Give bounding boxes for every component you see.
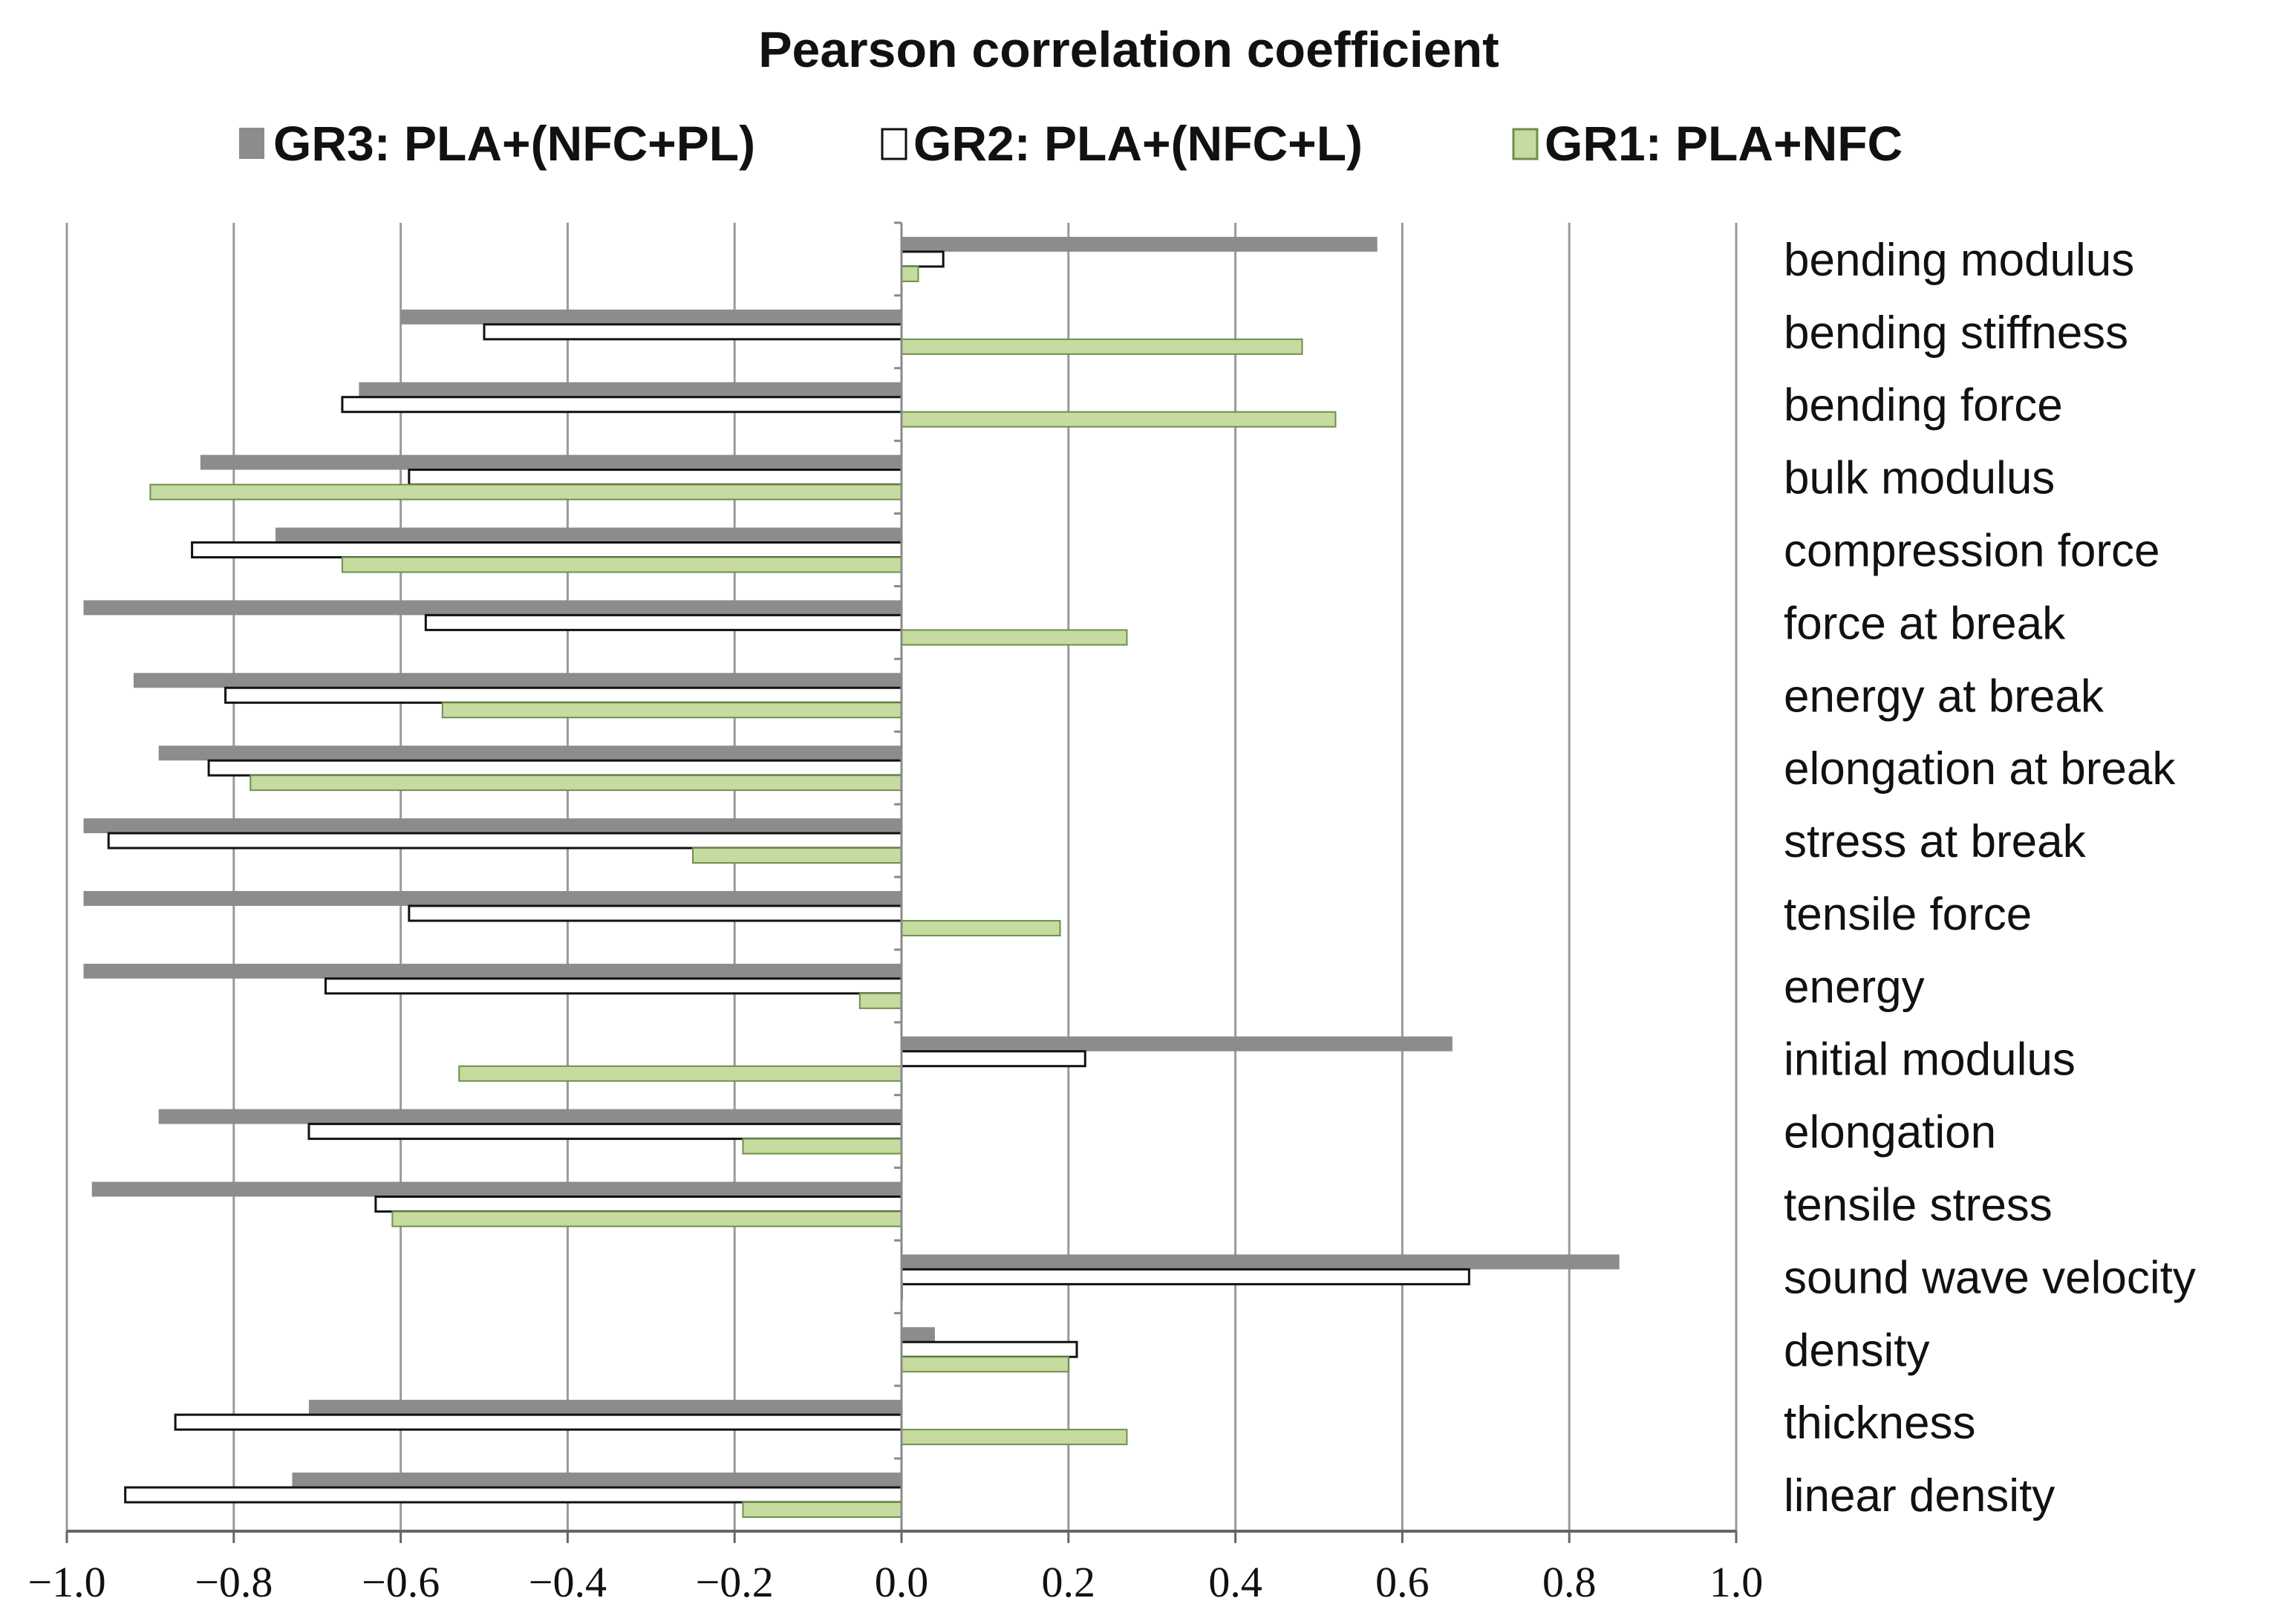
chart-title: Pearson correlation coefficient [758, 22, 1499, 78]
category-label: bending force [1784, 380, 2063, 431]
bar-gr1-tensile-stress [391, 1210, 902, 1227]
x-tick-label: −0.4 [529, 1558, 607, 1606]
bar-gr3-force-at-break [83, 600, 902, 616]
legend: GR3: PLA+(NFC+PL) GR2: PLA+(NFC+L) GR1: … [239, 116, 1903, 171]
category-label: energy [1784, 962, 1925, 1013]
category-label: stress at break [1784, 816, 2087, 867]
legend-item-gr3: GR3: PLA+(NFC+PL) [239, 116, 755, 171]
x-axis: −1.0 −0.8 −0.6 −0.4 −0.2 0.0 0.2 0.4 0.6 0.8 1.0 [27, 221, 1764, 1606]
bar-gr3-bulk-modulus [200, 454, 902, 470]
bar-gr2-force-at-break [424, 613, 903, 631]
bar-gr2-density [900, 1340, 1078, 1358]
category-label: compression force [1784, 526, 2160, 577]
legend-item-gr2: GR2: PLA+(NFC+L) [881, 116, 1363, 171]
bar-gr3-energy-at-break [133, 673, 902, 688]
x-tick-label: 0.8 [1542, 1558, 1597, 1606]
x-tick-label: 0.4 [1208, 1558, 1262, 1606]
legend-swatch-gr1 [1512, 128, 1539, 160]
legend-label-gr3: GR3: PLA+(NFC+PL) [273, 116, 755, 171]
legend-swatch-gr3 [239, 128, 264, 159]
bar-gr3-elongation [158, 1109, 902, 1124]
bar-gr1-linear-density [742, 1501, 902, 1519]
bar-gr1-bending-modulus [901, 265, 919, 282]
bar-gr2-initial-modulus [900, 1050, 1086, 1068]
x-tick-label: −0.6 [362, 1558, 440, 1606]
category-label: elongation [1784, 1107, 1996, 1158]
bar-gr1-elongation-at-break [250, 775, 902, 792]
bars [83, 236, 1620, 1519]
bar-gr3-linear-density [292, 1473, 902, 1488]
legend-label-gr1: GR1: PLA+NFC [1545, 116, 1903, 171]
bar-gr1-thickness [901, 1429, 1128, 1446]
category-label: elongation at break [1784, 743, 2176, 795]
bar-gr3-stress-at-break [83, 818, 902, 834]
category-labels: bending modulus bending stiffness bending … [1784, 235, 2196, 1522]
category-label: initial modulus [1784, 1034, 2076, 1086]
bar-gr2-bending-force [341, 396, 903, 414]
grid-lines [65, 223, 1738, 1531]
bar-gr1-bending-stiffness [901, 338, 1303, 355]
x-tick-label: −1.0 [27, 1558, 105, 1606]
category-label: tensile force [1784, 889, 2032, 940]
bar-gr2-bulk-modulus [408, 469, 903, 486]
bar-gr2-sound-wave-velocity [900, 1268, 1470, 1285]
bar-gr2-compression-force [191, 541, 903, 558]
x-tick-label: −0.8 [195, 1558, 273, 1606]
bar-gr2-energy-at-break [224, 686, 903, 704]
bar-gr2-elongation-at-break [207, 759, 903, 777]
bar-gr1-density [901, 1356, 1069, 1373]
bar-gr1-energy-at-break [441, 702, 902, 719]
bar-gr3-thickness [308, 1400, 902, 1415]
legend-item-gr1: GR1: PLA+NFC [1512, 116, 1903, 171]
bar-gr1-elongation [742, 1138, 902, 1155]
bar-gr1-stress-at-break [692, 847, 902, 864]
bar-gr2-thickness [174, 1413, 903, 1431]
bar-gr2-bending-modulus [900, 250, 945, 268]
bar-gr2-elongation [307, 1123, 903, 1141]
bar-gr1-bulk-modulus [149, 483, 902, 500]
category-label: bending stiffness [1784, 307, 2128, 359]
bar-gr3-bending-modulus [902, 236, 1378, 252]
bar-gr3-tensile-stress [91, 1181, 902, 1197]
bar-gr1-tensile-force [901, 919, 1061, 936]
bar-gr1-force-at-break [901, 629, 1128, 646]
bar-gr2-bending-stiffness [483, 323, 903, 341]
x-tick-label: 0.2 [1042, 1558, 1096, 1606]
bar-gr3-density [902, 1327, 935, 1343]
category-label: density [1784, 1325, 1929, 1376]
category-label: bending modulus [1784, 235, 2134, 286]
bar-gr1-energy [858, 992, 903, 1009]
bar-gr1-bending-force [901, 411, 1337, 428]
bar-gr3-energy [83, 963, 902, 979]
legend-label-gr2: GR2: PLA+(NFC+L) [913, 116, 1363, 171]
legend-swatch-gr2 [881, 128, 907, 160]
x-tick-label: −0.2 [696, 1558, 774, 1606]
bar-gr1-initial-modulus [458, 1065, 902, 1082]
bar-gr2-tensile-stress [374, 1196, 903, 1213]
bar-gr2-stress-at-break [107, 832, 903, 849]
bar-gr3-bending-stiffness [400, 309, 902, 325]
category-label: force at break [1784, 598, 2066, 649]
bar-gr3-elongation-at-break [158, 746, 902, 761]
category-label: sound wave velocity [1784, 1252, 2196, 1303]
bar-gr3-tensile-force [83, 890, 902, 906]
bar-gr2-linear-density [124, 1486, 903, 1504]
bar-gr1-compression-force [341, 556, 903, 573]
bar-gr3-initial-modulus [902, 1036, 1453, 1051]
category-label: thickness [1784, 1398, 1975, 1449]
bar-gr2-tensile-force [408, 904, 903, 922]
bar-gr3-bending-force [359, 382, 902, 397]
x-tick-label: 1.0 [1709, 1558, 1764, 1606]
bar-gr2-energy [324, 977, 903, 995]
bar-gr3-sound-wave-velocity [902, 1254, 1620, 1270]
bar-gr3-compression-force [276, 527, 902, 543]
category-label: bulk modulus [1784, 453, 2055, 504]
category-label: energy at break [1784, 671, 2105, 722]
category-label: linear density [1784, 1470, 2055, 1522]
x-tick-label: 0.6 [1375, 1558, 1429, 1606]
category-label: tensile stress [1784, 1180, 2053, 1231]
x-tick-label: 0.0 [875, 1558, 929, 1606]
